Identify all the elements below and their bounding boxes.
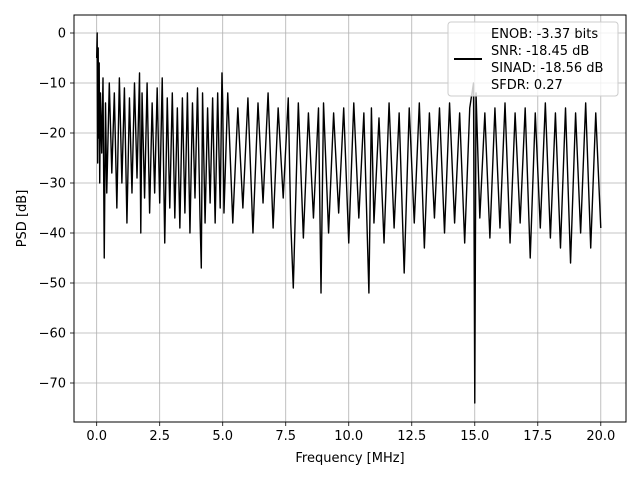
psd-series-line bbox=[95, 32, 602, 404]
plot-area bbox=[95, 32, 602, 404]
y-tick-label: −10 bbox=[39, 77, 66, 92]
x-tick-label: 7.5 bbox=[275, 429, 296, 444]
legend-entry-enob: ENOB: -3.37 bits bbox=[491, 27, 598, 42]
legend-box bbox=[447, 21, 619, 97]
x-tick-label: 20.0 bbox=[586, 429, 615, 444]
x-tick-label: 15.0 bbox=[460, 429, 489, 444]
x-tick-label: 5.0 bbox=[212, 429, 233, 444]
x-tick-label: 0.0 bbox=[86, 429, 107, 444]
legend-entry-sfdr: SFDR: 0.27 bbox=[491, 78, 563, 93]
y-axis-ticks: 0 −10 −20 −30 −40 −50 −60 −70 bbox=[39, 27, 74, 392]
x-axis-label: Frequency [MHz] bbox=[295, 451, 404, 466]
x-tick-label: 12.5 bbox=[397, 429, 426, 444]
y-tick-label: 0 bbox=[58, 27, 66, 42]
y-tick-label: −50 bbox=[39, 277, 66, 292]
y-axis-label: PSD [dB] bbox=[15, 190, 30, 248]
y-tick-label: −20 bbox=[39, 127, 66, 142]
x-axis-ticks: 0.0 2.5 5.0 7.5 10.0 12.5 15.0 17.5 20.0 bbox=[86, 422, 615, 444]
x-tick-label: 2.5 bbox=[149, 429, 170, 444]
y-tick-label: −60 bbox=[39, 327, 66, 342]
x-tick-label: 10.0 bbox=[334, 429, 363, 444]
y-tick-label: −30 bbox=[39, 177, 66, 192]
legend-entry-sinad: SINAD: -18.56 dB bbox=[491, 61, 603, 76]
axes-frame bbox=[73, 14, 627, 423]
x-tick-label: 17.5 bbox=[523, 429, 552, 444]
legend: ENOB: -3.37 bits SNR: -18.45 dB SINAD: -… bbox=[447, 21, 619, 97]
y-tick-label: −40 bbox=[39, 227, 66, 242]
legend-entry-snr: SNR: -18.45 dB bbox=[491, 44, 589, 59]
y-tick-label: −70 bbox=[39, 377, 66, 392]
